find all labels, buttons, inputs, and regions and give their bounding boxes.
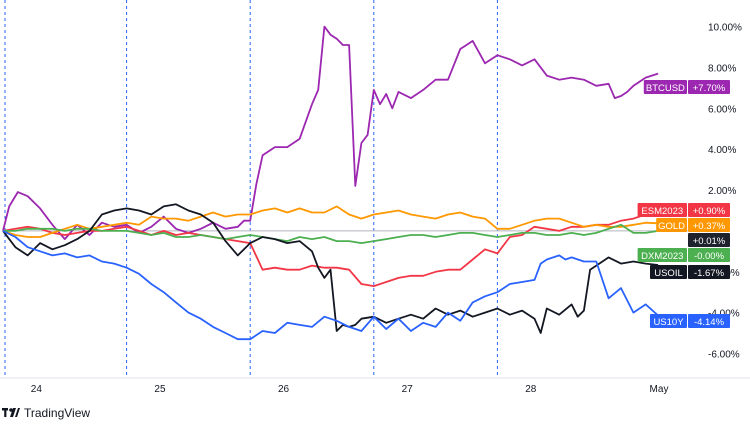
series-name-label: ESM2023 <box>641 206 683 217</box>
x-tick-label: 25 <box>154 384 166 395</box>
series-value-badge <box>688 80 730 94</box>
series-line-dxm2023 <box>3 223 659 245</box>
series-value-badge <box>688 314 730 328</box>
x-tick-label: 24 <box>31 384 43 395</box>
series-value-badge <box>688 265 730 279</box>
branding-text: TradingView <box>24 406 91 420</box>
series-name-badge <box>656 218 687 232</box>
series-line-esm2023 <box>2 211 659 288</box>
series-value-label: -0.00% <box>694 251 725 262</box>
series-name-badge <box>650 265 687 279</box>
series-name-badge <box>650 314 687 328</box>
y-tick-label: 10.00% <box>708 23 742 34</box>
series-value-label: -4.14% <box>694 317 725 328</box>
reference-value-label: +0.01% <box>693 236 726 247</box>
series-name-label: DXM2023 <box>641 251 683 262</box>
x-tick-label: 27 <box>402 384 414 395</box>
series-name-badge <box>643 80 687 94</box>
series-line-usoil <box>2 203 659 334</box>
branding: TradingView <box>2 404 90 422</box>
y-tick-label: 2.00% <box>708 186 736 197</box>
series-name-label: BTCUSD <box>646 83 685 94</box>
tradingview-logo-icon <box>2 408 20 418</box>
series-value-label: +7.70% <box>693 83 726 94</box>
series-value-badge <box>688 203 730 217</box>
series-value-label: +0.37% <box>693 221 726 232</box>
series-line-btcusd <box>2 25 659 241</box>
series-line-us10y <box>2 230 659 341</box>
series-line-gold <box>2 205 659 238</box>
y-tick-label: 4.00% <box>708 145 736 156</box>
y-tick-label: 8.00% <box>708 63 736 74</box>
series-value-badge <box>688 218 730 232</box>
series-value-badge <box>688 248 730 262</box>
reference-value-badge <box>688 233 730 247</box>
y-tick-label: -6.00% <box>708 349 740 360</box>
series-name-badge <box>637 248 687 262</box>
series-name-label: USOIL <box>654 268 683 279</box>
x-tick-label: 26 <box>278 384 290 395</box>
series-value-label: +0.90% <box>693 206 726 217</box>
series-value-label: -1.67% <box>694 268 725 279</box>
series-name-label: US10Y <box>653 317 684 328</box>
x-tick-label: 28 <box>525 384 537 395</box>
x-tick-label: May <box>650 384 669 395</box>
y-tick-label: 6.00% <box>708 104 736 115</box>
series-name-label: GOLD <box>658 221 685 232</box>
series-name-badge <box>637 203 687 217</box>
